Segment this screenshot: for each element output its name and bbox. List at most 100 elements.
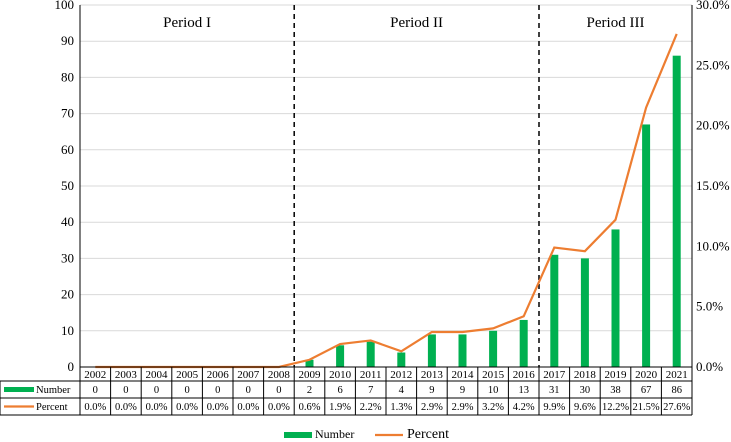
y-right-tick-label: 20.0% (696, 118, 730, 133)
bar (427, 334, 436, 367)
table-number-cell: 31 (549, 385, 560, 396)
table-percent-cell: 0.0% (268, 402, 290, 413)
y-left-tick-label: 70 (61, 106, 74, 121)
x-tick-label: 2010 (329, 369, 352, 381)
x-tick-label: 2020 (635, 369, 658, 381)
y-left-tick-label: 80 (61, 69, 74, 84)
x-tick-label: 2012 (390, 369, 412, 381)
table-number-cell: 6 (337, 385, 342, 396)
x-tick-label: 2021 (666, 369, 688, 381)
table-number-cell: 38 (610, 385, 621, 396)
x-tick-label: 2006 (207, 369, 230, 381)
bar (397, 352, 406, 367)
bar (611, 229, 620, 367)
table-percent-cell: 0.0% (176, 402, 198, 413)
period-label: Period II (390, 15, 443, 31)
x-tick-label: 2008 (268, 369, 291, 381)
y-left-tick-label: 20 (61, 287, 74, 302)
table-number-cell: 2 (307, 385, 312, 396)
bar (580, 258, 589, 367)
percent-line (95, 33, 678, 369)
table-number-cell: 0 (93, 385, 98, 396)
legend-label-number: Number (315, 427, 354, 441)
legend-key-number-row (4, 387, 34, 392)
x-tick-label: 2011 (360, 369, 382, 381)
x-tick-label: 2009 (299, 369, 322, 381)
bar (336, 345, 345, 367)
bar (458, 334, 467, 367)
table-number-cell: 67 (641, 385, 652, 396)
table-number-cell: 13 (518, 385, 529, 396)
x-tick-label: 2016 (513, 369, 536, 381)
x-tick-label: 2019 (605, 369, 628, 381)
table-row-label: Number (36, 385, 71, 396)
table-percent-cell: 3.2% (482, 402, 504, 413)
table-percent-cell: 21.5% (633, 402, 660, 413)
table-number-cell: 86 (671, 385, 682, 396)
table-percent-cell: 0.0% (207, 402, 229, 413)
table-number-cell: 9 (429, 385, 434, 396)
table-number-cell: 0 (246, 385, 251, 396)
table-number-cell: 4 (399, 385, 405, 396)
table-number-cell: 9 (460, 385, 465, 396)
table-percent-cell: 0.0% (115, 402, 137, 413)
table-percent-cell: 0.6% (299, 402, 321, 413)
bar (642, 124, 651, 368)
table-percent-cell: 9.9% (543, 402, 565, 413)
y-left-tick-label: 60 (61, 142, 74, 157)
y-left-tick-label: 50 (61, 178, 74, 193)
legend-label-percent: Percent (407, 427, 449, 442)
y-right-tick-label: 10.0% (696, 238, 730, 253)
bar (672, 55, 681, 368)
bar (366, 341, 375, 367)
y-left-tick-label: 40 (61, 214, 74, 229)
table-number-cell: 10 (488, 385, 499, 396)
table-percent-cell: 1.3% (390, 402, 412, 413)
x-tick-label: 2003 (115, 369, 138, 381)
x-tick-label: 2004 (146, 369, 169, 381)
legend-key-number (284, 432, 312, 438)
table-number-cell: 0 (276, 385, 281, 396)
y-left-tick-label: 10 (61, 323, 74, 338)
table-percent-cell: 0.0% (146, 402, 168, 413)
table-row-label: Percent (36, 402, 68, 413)
period-label: Period I (163, 15, 211, 31)
x-tick-label: 2015 (482, 369, 505, 381)
x-tick-label: 2014 (452, 369, 475, 381)
period-label: Period III (587, 15, 645, 31)
x-tick-label: 2013 (421, 369, 444, 381)
table-percent-cell: 9.6% (574, 402, 596, 413)
bar (519, 319, 528, 367)
table-percent-cell: 0.0% (237, 402, 259, 413)
table-number-cell: 0 (154, 385, 159, 396)
y-right-tick-label: 15.0% (696, 178, 730, 193)
x-tick-label: 2005 (176, 369, 199, 381)
y-right-tick-label: 25.0% (696, 57, 730, 72)
bar (489, 330, 498, 367)
y-left-tick-label: 30 (61, 250, 74, 265)
y-left-tick-label: 0 (68, 359, 75, 374)
table-percent-cell: 12.2% (602, 402, 629, 413)
x-tick-label: 2017 (543, 369, 566, 381)
x-tick-label: 2018 (574, 369, 597, 381)
y-right-tick-label: 0.0% (696, 359, 723, 374)
y-left-tick-label: 90 (61, 33, 74, 48)
table-percent-cell: 27.6% (663, 402, 690, 413)
table-number-cell: 7 (368, 385, 373, 396)
table-percent-cell: 2.9% (421, 402, 443, 413)
table-percent-cell: 2.2% (360, 402, 382, 413)
y-left-tick-label: 100 (55, 0, 75, 12)
table-percent-cell: 1.9% (329, 402, 351, 413)
bar (305, 359, 314, 367)
table-percent-cell: 4.2% (513, 402, 535, 413)
table-number-cell: 0 (184, 385, 189, 396)
y-right-tick-label: 30.0% (696, 0, 730, 12)
table-number-cell: 0 (215, 385, 220, 396)
y-right-tick-label: 5.0% (696, 299, 723, 314)
table-number-cell: 0 (123, 385, 128, 396)
x-tick-label: 2002 (84, 369, 106, 381)
table-number-cell: 30 (580, 385, 591, 396)
table-percent-cell: 2.9% (452, 402, 474, 413)
table-percent-cell: 0.0% (84, 402, 106, 413)
